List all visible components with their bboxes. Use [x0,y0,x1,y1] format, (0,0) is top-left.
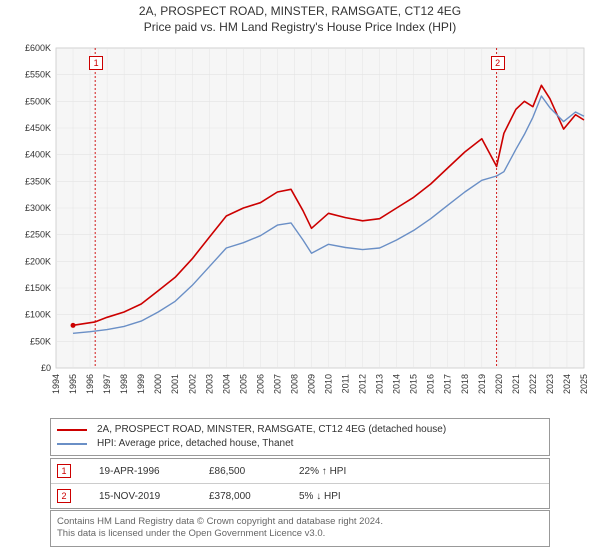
svg-text:2011: 2011 [341,374,351,393]
svg-text:2013: 2013 [375,374,385,394]
svg-text:1998: 1998 [119,374,129,394]
svg-text:2005: 2005 [238,374,248,394]
legend-label-hpi: HPI: Average price, detached house, Than… [97,437,293,451]
title-line-1: 2A, PROSPECT ROAD, MINSTER, RAMSGATE, CT… [0,4,600,20]
svg-text:2009: 2009 [306,374,316,394]
page-root: { "title_line1": "2A, PROSPECT ROAD, MIN… [0,0,600,560]
marker-price-1: £86,500 [209,466,299,477]
legend-row-hpi: HPI: Average price, detached house, Than… [57,437,543,451]
marker-pct-1: 22% ↑ HPI [299,466,419,477]
marker-row-2: 2 15-NOV-2019 £378,000 5% ↓ HPI [51,484,549,508]
svg-text:£200K: £200K [25,256,51,266]
marker-price-2: £378,000 [209,491,299,502]
footer-line-1: Contains HM Land Registry data © Crown c… [57,516,543,528]
svg-text:£0: £0 [41,363,51,373]
svg-text:2006: 2006 [255,374,265,394]
markers-table: 1 19-APR-1996 £86,500 22% ↑ HPI 2 15-NOV… [50,458,550,509]
legend-row-property: 2A, PROSPECT ROAD, MINSTER, RAMSGATE, CT… [57,423,543,437]
marker-badge-2: 2 [57,489,71,503]
svg-text:2020: 2020 [494,374,504,394]
svg-text:2018: 2018 [460,374,470,394]
svg-text:1996: 1996 [85,374,95,394]
svg-text:2023: 2023 [545,374,555,394]
legend-label-property: 2A, PROSPECT ROAD, MINSTER, RAMSGATE, CT… [97,423,446,437]
svg-text:2025: 2025 [579,374,589,394]
footer-line-2: This data is licensed under the Open Gov… [57,528,543,540]
legend-swatch-hpi [57,443,87,445]
svg-text:1994: 1994 [51,374,61,394]
svg-text:£550K: £550K [25,70,51,80]
chart-svg: £0 £50K £100K £150K £200K £250K £300K £350K £400… [10,42,590,412]
svg-text:2003: 2003 [204,374,214,394]
svg-text:£50K: £50K [30,336,51,346]
svg-text:2012: 2012 [358,374,368,394]
svg-text:2024: 2024 [562,374,572,394]
marker-date-1: 19-APR-1996 [99,466,209,477]
svg-text:2001: 2001 [170,374,180,394]
svg-text:2017: 2017 [443,374,453,394]
svg-text:£450K: £450K [25,123,51,133]
svg-text:1999: 1999 [136,374,146,394]
legend-swatch-property [57,429,87,431]
svg-text:£250K: £250K [25,230,51,240]
svg-text:1995: 1995 [68,374,78,394]
footer: Contains HM Land Registry data © Crown c… [50,510,550,547]
chart-title: 2A, PROSPECT ROAD, MINSTER, RAMSGATE, CT… [0,0,600,35]
chart-area: £0 £50K £100K £150K £200K £250K £300K £350K £400… [10,42,590,412]
svg-text:£300K: £300K [25,203,51,213]
marker-date-2: 15-NOV-2019 [99,491,209,502]
svg-text:£400K: £400K [25,150,51,160]
marker-pct-2: 5% ↓ HPI [299,491,419,502]
svg-text:£500K: £500K [25,96,51,106]
marker-badge-1: 1 [57,464,71,478]
svg-text:2008: 2008 [289,374,299,394]
chart-marker-1: 1 [89,56,103,70]
svg-text:2000: 2000 [153,374,163,394]
svg-text:2016: 2016 [426,374,436,394]
svg-text:£600K: £600K [25,43,51,53]
svg-text:2021: 2021 [511,374,521,394]
svg-text:£100K: £100K [25,310,51,320]
chart-marker-2: 2 [491,56,505,70]
svg-text:2007: 2007 [272,374,282,394]
svg-text:2015: 2015 [409,374,419,394]
svg-text:2002: 2002 [187,374,197,394]
svg-text:2004: 2004 [221,374,231,394]
legend: 2A, PROSPECT ROAD, MINSTER, RAMSGATE, CT… [50,418,550,456]
title-line-2: Price paid vs. HM Land Registry's House … [0,20,600,36]
marker-row-1: 1 19-APR-1996 £86,500 22% ↑ HPI [51,459,549,484]
svg-text:£350K: £350K [25,176,51,186]
svg-text:1997: 1997 [102,374,112,394]
svg-text:£150K: £150K [25,283,51,293]
svg-text:2019: 2019 [477,374,487,394]
svg-text:2014: 2014 [392,374,402,394]
svg-text:2022: 2022 [528,374,538,394]
svg-text:2010: 2010 [324,374,334,394]
